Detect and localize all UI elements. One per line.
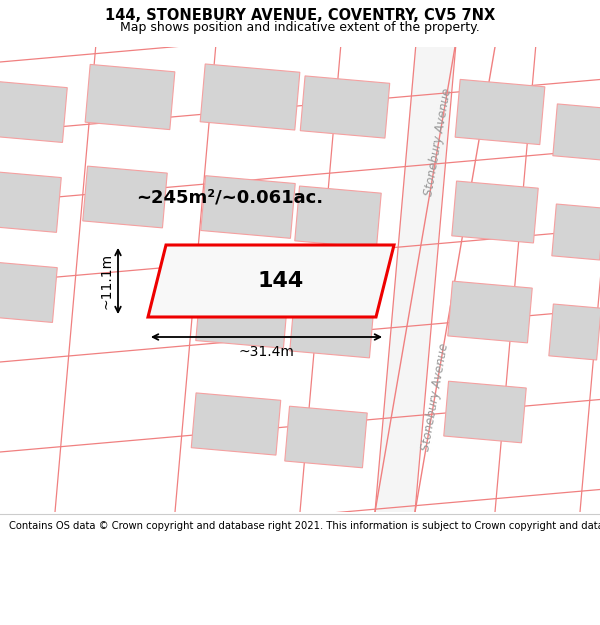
Polygon shape — [85, 64, 175, 129]
Polygon shape — [549, 304, 600, 360]
Polygon shape — [0, 261, 57, 322]
Text: ~11.1m: ~11.1m — [99, 253, 113, 309]
Polygon shape — [290, 296, 374, 358]
Text: Stonebury Avenue: Stonebury Avenue — [422, 87, 454, 197]
Polygon shape — [444, 381, 526, 442]
Polygon shape — [455, 79, 545, 144]
Polygon shape — [201, 176, 295, 238]
Polygon shape — [375, 47, 455, 512]
Polygon shape — [191, 393, 281, 455]
Polygon shape — [200, 64, 300, 130]
Text: ~245m²/~0.061ac.: ~245m²/~0.061ac. — [136, 188, 323, 206]
Polygon shape — [552, 204, 600, 260]
Polygon shape — [285, 406, 367, 468]
Polygon shape — [148, 245, 394, 317]
Polygon shape — [295, 186, 381, 248]
Text: ~31.4m: ~31.4m — [239, 345, 295, 359]
Polygon shape — [83, 166, 167, 228]
Polygon shape — [300, 76, 390, 138]
Text: Map shows position and indicative extent of the property.: Map shows position and indicative extent… — [120, 21, 480, 34]
Polygon shape — [553, 104, 600, 160]
Polygon shape — [448, 281, 532, 343]
Text: Contains OS data © Crown copyright and database right 2021. This information is : Contains OS data © Crown copyright and d… — [9, 521, 600, 531]
Text: 144: 144 — [258, 271, 304, 291]
Polygon shape — [0, 172, 61, 232]
Polygon shape — [452, 181, 538, 243]
Text: Stonebury Avenue: Stonebury Avenue — [419, 342, 451, 452]
Polygon shape — [0, 81, 67, 142]
Text: 144, STONEBURY AVENUE, COVENTRY, CV5 7NX: 144, STONEBURY AVENUE, COVENTRY, CV5 7NX — [105, 9, 495, 24]
Polygon shape — [196, 286, 288, 348]
